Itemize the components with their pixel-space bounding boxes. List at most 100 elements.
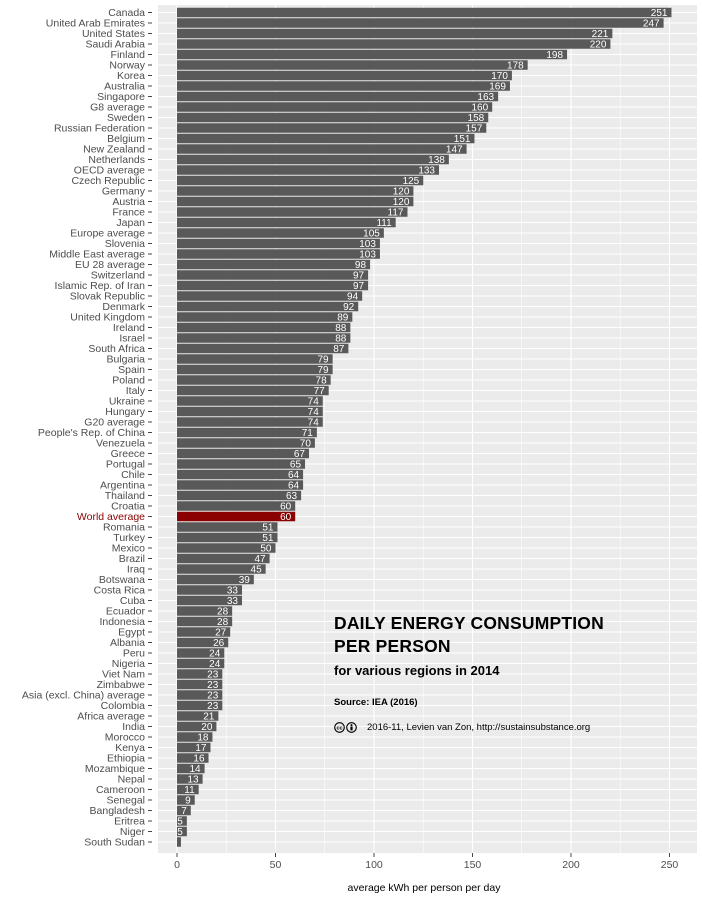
category-label: EU 28 average — [75, 259, 145, 271]
category-label: South Sudan — [84, 837, 145, 849]
bar — [177, 133, 475, 144]
bar — [177, 417, 323, 427]
category-label: Romania — [103, 522, 145, 534]
bar — [177, 102, 493, 112]
bar-value-label: 105 — [363, 229, 380, 240]
bar-value-label: 169 — [489, 82, 506, 93]
bar — [177, 784, 199, 795]
category-label: World average — [77, 511, 145, 523]
bar — [177, 364, 333, 375]
bar-value-label: 16 — [193, 754, 205, 765]
category-label: Senegal — [106, 795, 145, 807]
category-label: Colombia — [101, 700, 146, 712]
bar — [177, 522, 278, 532]
bar — [177, 322, 351, 333]
category-label: Albania — [110, 637, 145, 649]
category-label: Poland — [112, 375, 145, 387]
svg-text:cc: cc — [336, 726, 342, 732]
bar-value-label: 47 — [254, 554, 266, 565]
category-label: Europe average — [70, 228, 145, 240]
bar-value-label: 20 — [201, 722, 213, 733]
bar-value-label: 147 — [446, 145, 463, 156]
category-label: Thailand — [105, 490, 145, 502]
category-label: Hungary — [105, 406, 145, 418]
bar — [177, 396, 323, 406]
bar-value-label: 51 — [262, 523, 274, 534]
bar — [177, 637, 229, 648]
x-tick-label: 150 — [464, 859, 482, 871]
bar-value-label: 103 — [359, 239, 376, 250]
bar — [177, 574, 254, 585]
bar — [177, 669, 223, 679]
x-tick-label: 200 — [562, 859, 580, 871]
bar-value-label: 18 — [197, 733, 209, 744]
category-label: Cameroon — [96, 784, 145, 796]
category-label: Saudi Arabia — [85, 39, 145, 51]
bar — [177, 39, 611, 49]
bar — [177, 91, 499, 102]
bar-value-label: 33 — [227, 596, 239, 607]
bar — [177, 532, 278, 543]
category-label: Ecuador — [106, 606, 146, 618]
bar-value-label: 170 — [491, 71, 508, 82]
bar-value-label: 98 — [355, 260, 367, 271]
bar-value-label: 67 — [294, 449, 306, 460]
category-label: Netherlands — [88, 154, 145, 166]
bar-value-label: 88 — [335, 334, 347, 345]
category-label: OECD average — [74, 165, 145, 177]
bar-value-label: 60 — [280, 502, 292, 513]
bar-value-label: 158 — [468, 113, 485, 124]
bar — [177, 438, 315, 448]
category-label: Japan — [116, 217, 145, 229]
bar — [177, 763, 205, 774]
chart-credit-text: 2016-11, Levien van Zon, http://sustains… — [367, 722, 591, 733]
bar-value-label: 74 — [308, 418, 320, 429]
category-label: Iraq — [127, 564, 145, 576]
bar — [177, 448, 309, 459]
bar — [177, 564, 266, 574]
category-label: Norway — [109, 60, 145, 72]
bar-value-label: 247 — [643, 19, 660, 30]
category-label: People's Rep. of China — [38, 427, 145, 439]
category-label: Turkey — [113, 532, 145, 544]
bar-value-label: 14 — [189, 764, 201, 775]
bar — [177, 501, 296, 511]
bar-value-label: 87 — [333, 344, 345, 355]
bar-value-label: 120 — [393, 197, 410, 208]
bar — [177, 742, 211, 753]
bar-value-label: 7 — [181, 806, 187, 817]
category-label: Slovenia — [105, 238, 145, 250]
bar-value-label: 27 — [215, 628, 227, 639]
bar-value-label: 220 — [590, 40, 607, 51]
bar — [177, 774, 203, 784]
category-label: United States — [82, 28, 145, 40]
category-label: Eritrea — [114, 816, 145, 828]
bar-value-label: 157 — [466, 124, 483, 135]
bar — [177, 511, 296, 522]
category-label: Asia (excl. China) average — [22, 690, 145, 702]
bar-value-label: 23 — [207, 680, 219, 691]
category-label: Croatia — [111, 501, 145, 513]
category-label: United Arab Emirates — [46, 18, 145, 30]
bar-value-label: 45 — [251, 565, 263, 576]
bar-value-label: 50 — [260, 544, 272, 555]
bar — [177, 721, 217, 732]
bar-layer — [177, 7, 672, 847]
bar-value-label: 24 — [209, 649, 221, 660]
bar-value-label: 13 — [187, 775, 199, 786]
x-tick-label: 100 — [365, 859, 383, 871]
chart-subtitle: for various regions in 2014 — [334, 663, 500, 678]
category-label: Mozambique — [85, 763, 145, 775]
category-label: Germany — [102, 186, 146, 198]
x-tick-label: 0 — [174, 859, 180, 871]
bar — [177, 112, 489, 123]
category-label: Greece — [111, 448, 146, 460]
bar — [177, 217, 396, 228]
bar-value-label: 74 — [308, 407, 320, 418]
bar-value-label: 89 — [337, 313, 349, 324]
category-label: Chile — [121, 469, 145, 481]
bar — [177, 375, 331, 385]
bar-value-label: 251 — [651, 8, 668, 19]
bar — [177, 690, 223, 700]
